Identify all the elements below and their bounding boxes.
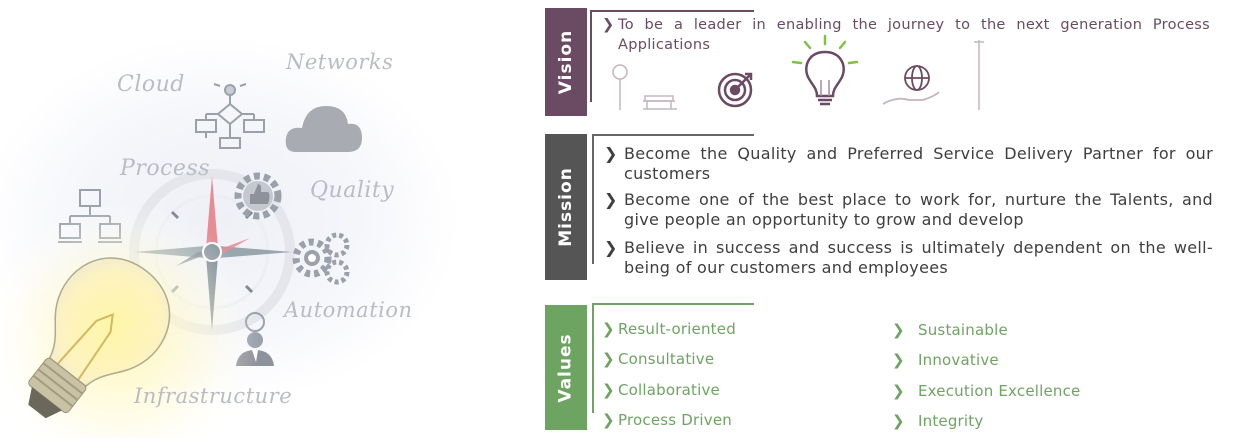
vision-item-text: To be a leader in enabling the journey t…	[618, 17, 1210, 53]
word-networks: Networks	[286, 50, 394, 74]
chevron-right-icon: ❯	[892, 382, 905, 400]
tree-icon	[612, 64, 628, 110]
values-item: ❯ Innovative	[892, 350, 1192, 370]
values-item: ❯ Execution Excellence	[892, 381, 1192, 401]
target-icon	[717, 72, 753, 108]
vision-label: Vision	[556, 29, 577, 95]
bench-icon	[643, 95, 677, 110]
mission-bracket-horizontal	[592, 134, 754, 136]
chevron-right-icon: ❯	[602, 381, 615, 399]
values-item-text: Consultative	[618, 350, 715, 368]
values-item-text: Integrity	[918, 412, 984, 430]
cloud-icon	[285, 106, 362, 152]
values-label: Values	[556, 332, 576, 403]
word-infrastructure: Infrastructure	[134, 384, 293, 408]
vision-bracket-vertical	[590, 10, 592, 102]
vision-item: ❯ To be a leader in enabling the journey…	[602, 15, 1210, 55]
illustration-graphics	[0, 83, 362, 438]
chevron-right-icon: ❯	[602, 350, 615, 368]
mission-label-box: Mission	[545, 134, 587, 280]
chevron-right-icon: ❯	[604, 144, 618, 163]
values-item: ❯ Result-oriented	[602, 319, 872, 339]
values-item-text: Process Driven	[618, 411, 732, 429]
street-lamp-icon	[974, 40, 984, 110]
vision-label-box: Vision	[545, 8, 587, 116]
globe-hand-icon	[882, 65, 940, 105]
values-item-text: Innovative	[918, 351, 999, 369]
chevron-right-icon: ❯	[604, 238, 618, 257]
chevron-right-icon: ❯	[602, 411, 615, 429]
vision-icons-row	[612, 34, 984, 110]
values-item: ❯ Sustainable	[892, 320, 1192, 340]
mission-label: Mission	[556, 167, 576, 247]
lightbulb-icon	[791, 34, 859, 106]
values-item: ❯ Consultative	[602, 349, 872, 369]
chevron-right-icon: ❯	[892, 412, 905, 430]
quality-gear-icon	[234, 172, 282, 220]
values-item: ❯ Process Driven	[602, 410, 872, 430]
word-cloud: Cloud	[117, 72, 185, 97]
mission-item: ❯ Become one of the best place to work f…	[604, 190, 1213, 230]
mission-item: ❯ Become the Quality and Preferred Servi…	[604, 144, 1213, 184]
mission-item-text: Become the Quality and Preferred Service…	[624, 144, 1213, 183]
mission-item: ❯ Believe in success and success is ulti…	[604, 238, 1213, 278]
mission-item-text: Believe in success and success is ultima…	[624, 238, 1213, 277]
values-item-text: Collaborative	[618, 381, 720, 399]
flowchart-icon	[195, 83, 265, 149]
chevron-right-icon: ❯	[602, 320, 615, 338]
chevron-right-icon: ❯	[892, 321, 905, 339]
values-bracket-vertical	[592, 303, 594, 413]
vision-bracket-horizontal	[590, 10, 754, 12]
automation-gears-icon	[292, 232, 350, 285]
values-bracket-horizontal	[592, 303, 754, 305]
values-item-text: Execution Excellence	[918, 382, 1081, 400]
chevron-right-icon: ❯	[892, 351, 905, 369]
chevron-right-icon: ❯	[602, 17, 615, 33]
lightbulb-icon	[28, 257, 171, 419]
word-process: Process	[120, 156, 210, 181]
values-item-text: Result-oriented	[618, 320, 736, 338]
chevron-right-icon: ❯	[604, 190, 618, 209]
word-quality: Quality	[310, 178, 395, 203]
values-item-text: Sustainable	[918, 321, 1008, 339]
values-item: ❯ Collaborative	[602, 380, 872, 400]
word-automation: Automation	[284, 298, 413, 322]
mission-item-text: Become one of the best place to work for…	[624, 190, 1213, 229]
illustration-panel: Cloud Networks Process Quality Automatio…	[0, 0, 540, 438]
values-item: ❯ Integrity	[892, 411, 1192, 431]
values-label-box: Values	[545, 305, 587, 430]
mission-bracket-vertical	[592, 134, 594, 264]
